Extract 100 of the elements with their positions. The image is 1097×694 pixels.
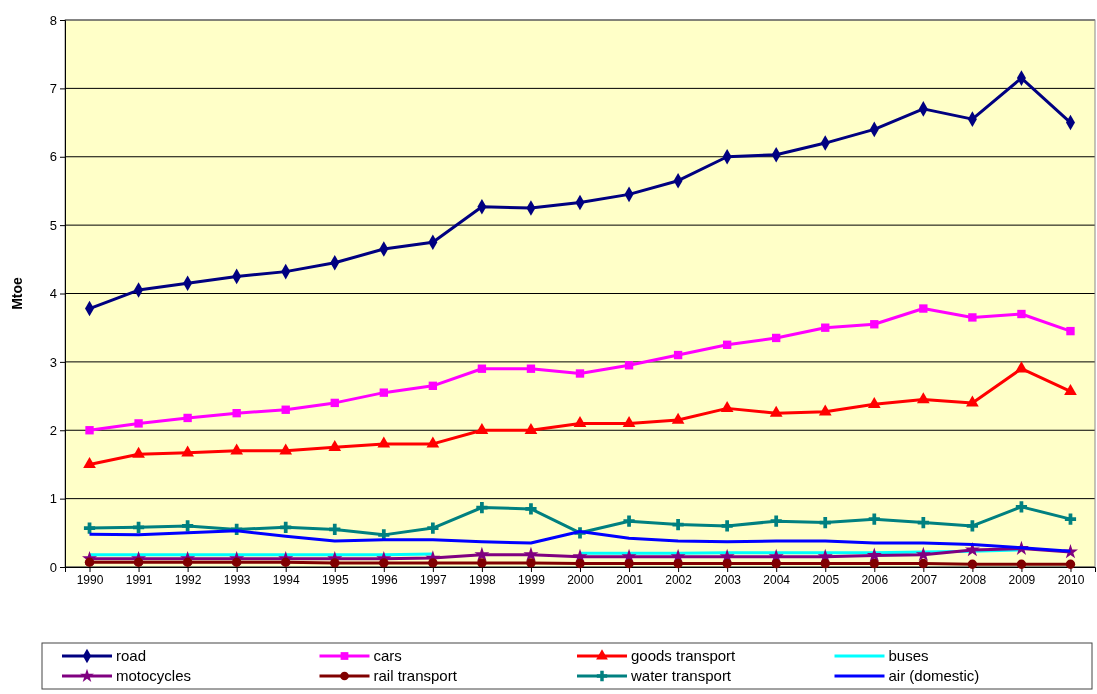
point [526, 558, 536, 568]
x-tick-label: 2005 [812, 572, 840, 587]
y-tick-label: 0 [49, 559, 57, 575]
x-tick-label: 1996 [370, 572, 398, 587]
point [281, 405, 290, 414]
point [918, 558, 929, 569]
point [575, 558, 585, 569]
x-tick-label: 1992 [174, 572, 202, 587]
y-tick-label: 5 [49, 217, 57, 233]
point [132, 521, 145, 533]
x-tick-label: 1995 [321, 572, 349, 587]
x-tick-label: 1994 [272, 572, 300, 587]
point [722, 340, 732, 349]
x-tick-label: 1998 [469, 572, 497, 587]
x-tick-label: 2008 [959, 572, 987, 587]
point [915, 546, 931, 562]
point [673, 350, 683, 360]
point [83, 457, 96, 469]
point [917, 516, 929, 529]
point [231, 557, 242, 567]
point [1065, 559, 1076, 569]
y-tick-label: 7 [49, 81, 57, 97]
point [623, 515, 635, 527]
point [1066, 326, 1075, 336]
point [280, 521, 292, 533]
legend-label: cars [373, 647, 402, 664]
y-tick-label: 8 [49, 12, 57, 28]
y-axis-title: Mtoe [9, 276, 25, 310]
point [818, 404, 832, 416]
point [968, 313, 977, 322]
point [379, 388, 388, 397]
point [428, 381, 438, 390]
point [1015, 501, 1028, 513]
point [1064, 383, 1077, 395]
point [428, 558, 438, 568]
point [181, 445, 194, 457]
point [132, 446, 145, 458]
x-tick-label: 2001 [616, 572, 644, 587]
point [474, 546, 490, 562]
point [622, 416, 636, 428]
point [1016, 559, 1027, 569]
x-tick-label: 2009 [1008, 572, 1036, 587]
point [966, 520, 978, 532]
legend-label: buses [888, 647, 929, 664]
point [182, 520, 194, 532]
point [230, 443, 244, 455]
x-tick-label: 1991 [125, 572, 153, 587]
y-tick-label: 1 [49, 491, 57, 507]
point [916, 392, 930, 404]
x-tick-label: 2004 [763, 572, 791, 587]
x-tick-label: 2010 [1057, 572, 1085, 587]
x-tick-label: 2007 [910, 572, 938, 587]
point [866, 547, 882, 562]
point [476, 501, 488, 514]
point [1064, 513, 1077, 525]
point [524, 422, 538, 434]
point [84, 557, 95, 567]
point [624, 558, 634, 569]
point [280, 557, 291, 567]
point [769, 405, 783, 417]
y-tick-label: 6 [49, 149, 57, 165]
point [868, 513, 880, 525]
y-tick-label: 4 [49, 286, 57, 302]
point [133, 557, 144, 567]
y-tick-label: 3 [49, 354, 57, 370]
x-tick-label: 2002 [665, 572, 693, 587]
legend-label: water transport [630, 667, 732, 684]
x-tick-label: 2003 [714, 572, 742, 587]
y-tick-label: 2 [49, 422, 57, 438]
point [870, 320, 879, 329]
point [477, 558, 487, 568]
point [183, 413, 192, 423]
x-tick-label: 2006 [861, 572, 889, 587]
point [523, 546, 539, 562]
point [329, 523, 341, 536]
point [1015, 361, 1028, 373]
x-tick-label: 1990 [76, 572, 104, 587]
point [867, 396, 881, 408]
point [720, 401, 734, 413]
point [83, 522, 96, 534]
point [964, 542, 980, 557]
point [1017, 309, 1026, 319]
point [330, 398, 339, 408]
point [671, 412, 685, 424]
point [427, 522, 439, 534]
point [722, 558, 732, 569]
x-tick-label: 1999 [518, 572, 546, 587]
x-tick-label: 1997 [420, 572, 448, 587]
point [232, 408, 241, 418]
point [819, 516, 831, 529]
point [182, 557, 193, 567]
x-tick-label: 1993 [223, 572, 251, 587]
legend-label: rail transport [373, 667, 458, 684]
point [477, 364, 487, 373]
point [573, 416, 587, 428]
legend-label: air (domestic) [888, 667, 980, 684]
point [475, 422, 489, 434]
legend-label: road [116, 647, 147, 664]
point [721, 520, 733, 532]
point [820, 558, 830, 569]
